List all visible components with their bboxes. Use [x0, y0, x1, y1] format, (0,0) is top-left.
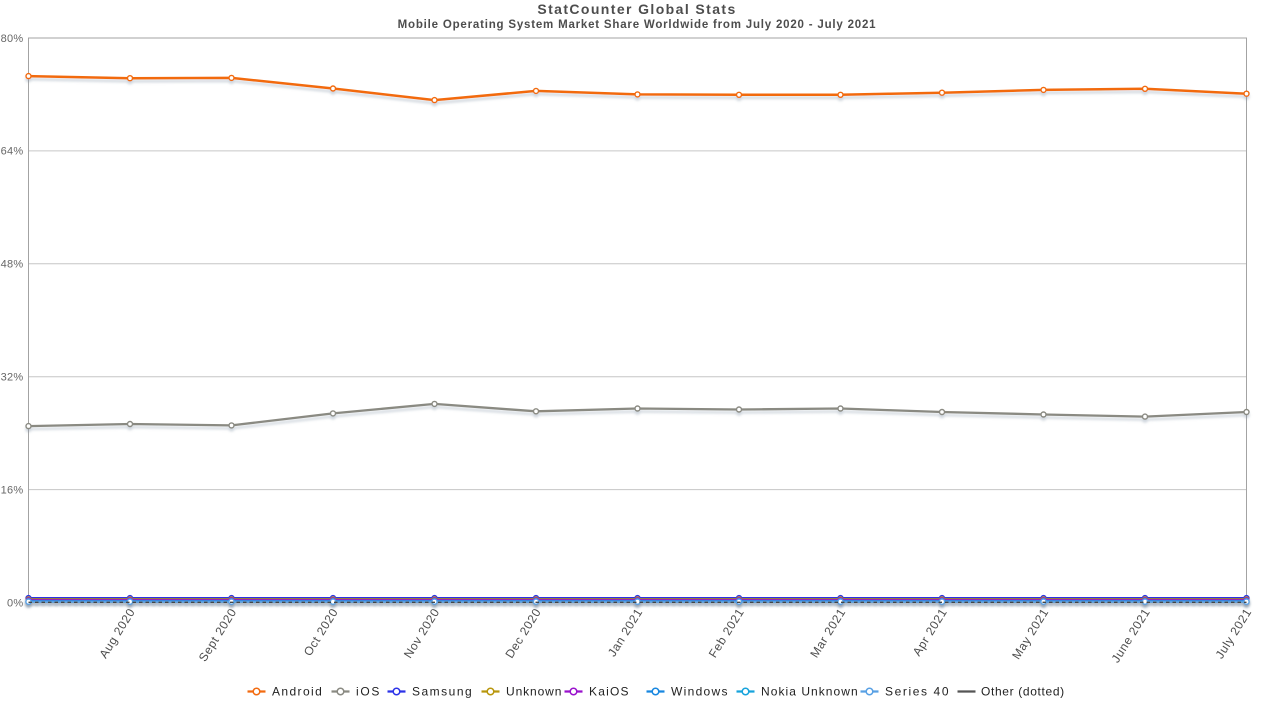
svg-text:Samsung: Samsung [412, 685, 473, 699]
svg-text:16%: 16% [1, 484, 24, 496]
svg-text:0%: 0% [7, 597, 24, 609]
svg-text:48%: 48% [1, 259, 24, 271]
svg-text:KaiOS: KaiOS [589, 685, 630, 699]
svg-text:Mobile Operating System Market: Mobile Operating System Market Share Wor… [398, 19, 877, 31]
svg-text:32%: 32% [1, 372, 24, 384]
svg-text:Nokia Unknown: Nokia Unknown [761, 685, 859, 699]
svg-text:64%: 64% [1, 146, 24, 158]
svg-text:iOS: iOS [356, 685, 381, 699]
svg-text:Windows: Windows [671, 685, 729, 699]
svg-text:Android: Android [272, 685, 323, 699]
svg-text:StatCounter Global Stats: StatCounter Global Stats [537, 1, 736, 17]
svg-text:Series 40: Series 40 [885, 685, 950, 699]
svg-text:Unknown: Unknown [506, 685, 562, 699]
svg-text:80%: 80% [1, 33, 24, 45]
svg-text:Other (dotted): Other (dotted) [981, 685, 1065, 699]
